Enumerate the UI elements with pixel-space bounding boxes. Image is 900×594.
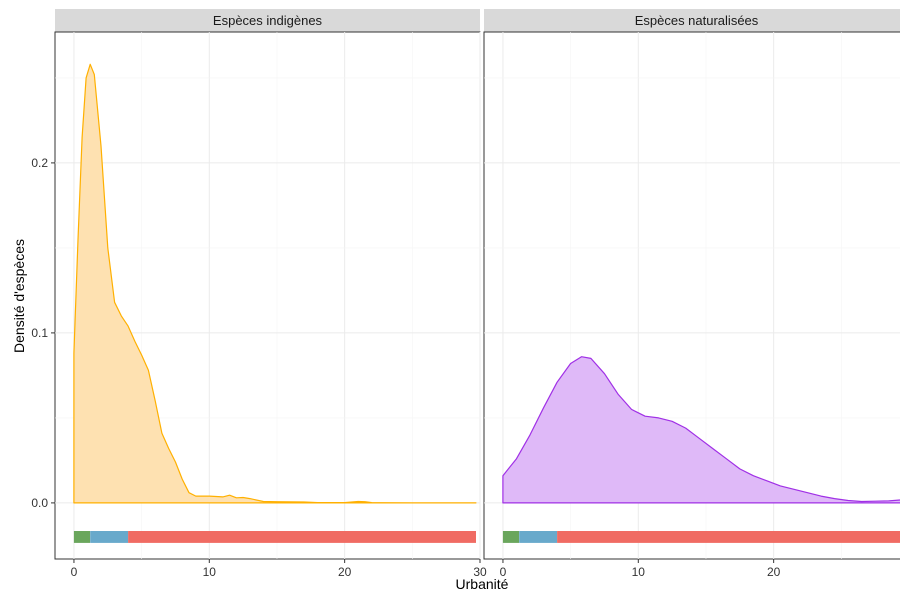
x-axis-title: Urbanité xyxy=(456,576,509,592)
urbanity-segment-indigenous-2 xyxy=(128,531,476,543)
density-area-naturalized xyxy=(502,356,900,504)
urbanity-bar-naturalized xyxy=(502,531,900,543)
y-tick-label: 0.1 xyxy=(31,326,48,340)
facet-panel-indigenous: Espèces indigènes xyxy=(54,9,481,560)
x-tick-label-indigenous: 0 xyxy=(71,565,78,579)
x-tick-label-indigenous: 20 xyxy=(338,565,352,579)
density-series-indigenous xyxy=(73,63,477,504)
x-axis-indigenous: 0 10 20 30 xyxy=(71,559,487,579)
y-tick-label: 0.0 xyxy=(31,496,48,510)
y-axis-title: Densité d'espèces xyxy=(11,239,27,353)
x-tick-label-indigenous: 30 xyxy=(473,565,487,579)
facet-strip-naturalized xyxy=(484,9,900,32)
urbanity-segment-indigenous-0 xyxy=(73,531,91,543)
density-area-indigenous xyxy=(73,63,477,504)
facet-label-indigenous: Espèces indigènes xyxy=(213,13,323,28)
facet-strip-indigenous xyxy=(55,9,480,32)
x-tick-label-naturalized: 20 xyxy=(767,565,781,579)
urbanity-segment-indigenous-1 xyxy=(90,531,129,543)
urbanity-segment-naturalized-0 xyxy=(502,531,520,543)
urbanity-segment-naturalized-2 xyxy=(557,531,900,543)
urbanity-segment-naturalized-1 xyxy=(519,531,558,543)
x-tick-label-indigenous: 10 xyxy=(203,565,217,579)
facet-panel-naturalized: Espèces naturalisées xyxy=(483,9,900,560)
x-tick-label-naturalized: 0 xyxy=(500,565,507,579)
facet-label-naturalized: Espèces naturalisées xyxy=(635,13,759,28)
x-tick-label-naturalized: 10 xyxy=(632,565,646,579)
density-series-naturalized xyxy=(502,356,900,504)
y-tick-label: 0.2 xyxy=(31,156,48,170)
y-axis: 0.0 0.1 0.2 xyxy=(31,156,55,510)
urbanity-bar-indigenous xyxy=(73,531,476,543)
